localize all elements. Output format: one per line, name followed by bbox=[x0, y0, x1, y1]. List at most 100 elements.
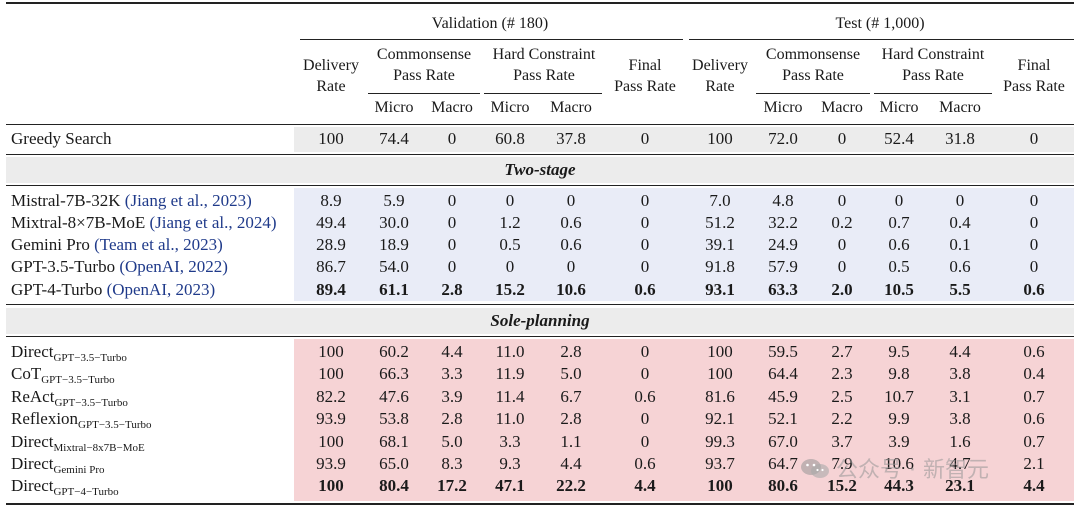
value-cell: 80.4 bbox=[379, 476, 409, 495]
val-hard-micro-header: Micro bbox=[490, 99, 530, 116]
model-name: GPT-4-Turbo (OpenAI, 2023) bbox=[11, 280, 215, 300]
value-cell: 0 bbox=[640, 432, 650, 451]
value-cell: 4.4 bbox=[560, 454, 582, 473]
value-cell: 9.3 bbox=[499, 454, 521, 473]
baseline-cell: 0 bbox=[1029, 129, 1039, 148]
value-cell: 1.1 bbox=[560, 432, 582, 451]
value-cell: 64.4 bbox=[768, 364, 798, 383]
value-cell: 22.2 bbox=[556, 476, 586, 495]
value-cell: 4.4 bbox=[441, 342, 463, 361]
value-cell: 0 bbox=[640, 213, 650, 232]
citation-link[interactable]: (Jiang et al., 2024) bbox=[149, 213, 277, 232]
value-cell: 5.5 bbox=[949, 280, 971, 299]
value-cell: 49.4 bbox=[316, 213, 346, 232]
value-cell: 2.7 bbox=[831, 342, 853, 361]
baseline-cell: 0 bbox=[447, 129, 457, 148]
value-cell: 6.7 bbox=[560, 387, 582, 406]
model-name-text: Gemini Pro bbox=[11, 235, 90, 254]
test-hard-cmidrule bbox=[874, 93, 992, 94]
test-cmidrule bbox=[689, 39, 1074, 40]
bottom-rule bbox=[6, 503, 1074, 505]
model-name-text: GPT-4-Turbo bbox=[11, 280, 103, 299]
value-cell: 11.9 bbox=[495, 364, 525, 383]
value-cell: 0.6 bbox=[949, 257, 971, 276]
value-cell: 0.6 bbox=[634, 280, 656, 299]
value-cell: 4.7 bbox=[949, 454, 971, 473]
value-cell: 89.4 bbox=[316, 280, 346, 299]
value-cell: 2.1 bbox=[1023, 454, 1045, 473]
test-commonsense-header: Commonsense Pass Rate bbox=[765, 46, 861, 84]
value-cell: 3.8 bbox=[949, 409, 971, 428]
value-cell: 0 bbox=[566, 257, 576, 276]
value-cell: 0 bbox=[1029, 235, 1039, 254]
value-cell: 0.2 bbox=[831, 213, 853, 232]
model-name-text: Direct bbox=[11, 454, 54, 473]
model-subscript: GPT−4−Turbo bbox=[53, 486, 119, 498]
value-cell: 11.0 bbox=[495, 409, 525, 428]
value-cell: 2.8 bbox=[441, 280, 463, 299]
val-commonsense-header: Commonsense Pass Rate bbox=[376, 46, 472, 84]
value-cell: 8.9 bbox=[320, 191, 342, 210]
watermark-text: 公众号 · 新智元 bbox=[836, 458, 989, 483]
value-cell: 86.7 bbox=[316, 257, 346, 276]
sole-planning-title-rule bbox=[6, 336, 1074, 337]
value-cell: 65.0 bbox=[379, 454, 409, 473]
model-subscript: GPT−3.5−Turbo bbox=[41, 374, 115, 386]
value-cell: 0 bbox=[640, 191, 650, 210]
baseline-cell: 52.4 bbox=[884, 129, 914, 148]
value-cell: 64.7 bbox=[768, 454, 798, 473]
value-cell: 47.6 bbox=[379, 387, 409, 406]
citation-link[interactable]: (Jiang et al., 2023) bbox=[124, 191, 252, 210]
value-cell: 0.6 bbox=[1023, 409, 1045, 428]
value-cell: 60.2 bbox=[379, 342, 409, 361]
value-cell: 100 bbox=[707, 364, 733, 383]
value-cell: 93.9 bbox=[316, 454, 346, 473]
section-title-sole-planning: Sole-planning bbox=[490, 311, 590, 330]
test-commonsense-cmidrule bbox=[756, 93, 870, 94]
value-cell: 9.5 bbox=[888, 342, 910, 361]
value-cell: 11.0 bbox=[495, 342, 525, 361]
value-cell: 99.3 bbox=[705, 432, 735, 451]
baseline-cell: 74.4 bbox=[379, 129, 409, 148]
test-commonsense-macro-header: Macro bbox=[821, 99, 863, 116]
value-cell: 2.8 bbox=[441, 409, 463, 428]
value-cell: 0.7 bbox=[888, 213, 910, 232]
value-cell: 54.0 bbox=[379, 257, 409, 276]
value-cell: 11.4 bbox=[495, 387, 525, 406]
value-cell: 0 bbox=[447, 257, 457, 276]
value-cell: 15.2 bbox=[827, 476, 857, 495]
baseline-name: Greedy Search bbox=[11, 129, 112, 148]
value-cell: 0 bbox=[640, 257, 650, 276]
citation-link[interactable]: (OpenAI, 2023) bbox=[106, 280, 216, 299]
wechat-icon bbox=[800, 457, 830, 487]
model-subscript: GPT−3.5−Turbo bbox=[53, 352, 127, 364]
value-cell: 5.0 bbox=[441, 432, 463, 451]
value-cell: 63.3 bbox=[768, 280, 798, 299]
value-cell: 66.3 bbox=[379, 364, 409, 383]
value-cell: 0 bbox=[1029, 213, 1039, 232]
baseline-cell: 0 bbox=[837, 129, 847, 148]
value-cell: 2.3 bbox=[831, 364, 853, 383]
value-cell: 0.6 bbox=[634, 454, 656, 473]
value-cell: 10.5 bbox=[884, 280, 914, 299]
model-subscript: Gemini Pro bbox=[53, 464, 105, 476]
two-stage-end-rule bbox=[6, 304, 1074, 305]
citation-link[interactable]: (OpenAI, 2022) bbox=[119, 257, 228, 276]
value-cell: 100 bbox=[318, 476, 344, 495]
value-cell: 0 bbox=[837, 191, 847, 210]
value-cell: 2.8 bbox=[560, 342, 582, 361]
value-cell: 0 bbox=[837, 235, 847, 254]
citation-link[interactable]: (Team et al., 2023) bbox=[94, 235, 223, 254]
val-hard-constraint-header: Hard Constraint Pass Rate bbox=[492, 46, 596, 84]
section-title-two-stage: Two-stage bbox=[504, 160, 576, 179]
value-cell: 80.6 bbox=[768, 476, 798, 495]
value-cell: 3.3 bbox=[499, 432, 521, 451]
test-header: Test (# 1,000) bbox=[835, 15, 925, 32]
value-cell: 0 bbox=[1029, 191, 1039, 210]
two-stage-data-band bbox=[294, 188, 1074, 301]
header-rule bbox=[6, 124, 1074, 125]
section-band-two-stage bbox=[6, 157, 1074, 183]
value-cell: 67.0 bbox=[768, 432, 798, 451]
value-cell: 4.8 bbox=[772, 191, 794, 210]
baseline-band bbox=[294, 127, 1074, 152]
